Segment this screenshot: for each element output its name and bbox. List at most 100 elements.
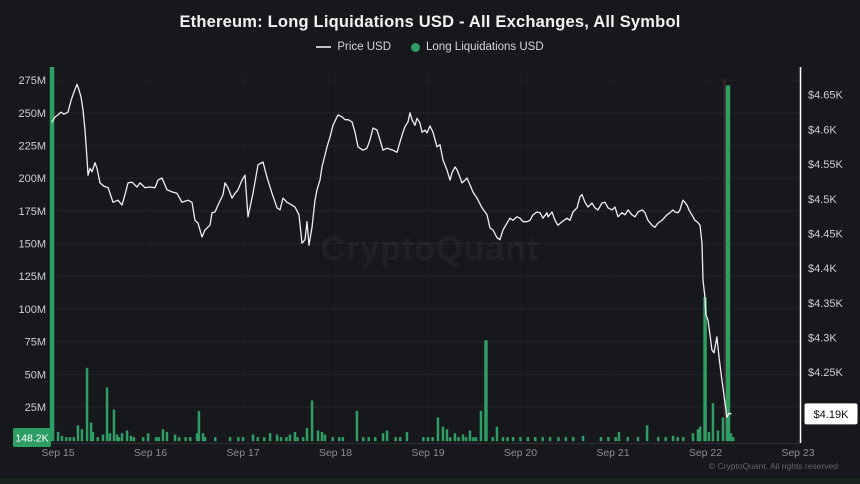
liquidation-bar[interactable]	[676, 437, 680, 442]
liquidation-bar[interactable]	[316, 430, 320, 442]
liquidation-bar[interactable]	[626, 437, 630, 442]
liquidation-bar[interactable]	[725, 85, 731, 442]
liquidation-bar[interactable]	[132, 437, 136, 442]
liquidation-bar[interactable]	[80, 429, 84, 442]
liquidation-bar[interactable]	[251, 434, 255, 442]
legend-item-price-usd[interactable]: Price USD	[316, 41, 391, 53]
liquidation-bar[interactable]	[367, 437, 371, 442]
liquidation-bar[interactable]	[422, 437, 425, 442]
liquidation-bar[interactable]	[91, 431, 95, 442]
liquidation-bar[interactable]	[201, 433, 205, 442]
liquidation-bar[interactable]	[197, 410, 201, 442]
liquidation-bar[interactable]	[682, 437, 685, 442]
liquidation-bar[interactable]	[293, 431, 297, 442]
liquidation-bar[interactable]	[177, 437, 181, 442]
liquidation-bar[interactable]	[441, 426, 445, 442]
liquidation-bar[interactable]	[385, 430, 389, 442]
liquidation-bar[interactable]	[112, 409, 116, 442]
liquidation-bar[interactable]	[89, 422, 93, 442]
liquidation-bar[interactable]	[729, 433, 733, 442]
liquidation-bar[interactable]	[256, 437, 260, 442]
liquidation-bar[interactable]	[49, 67, 55, 442]
liquidation-bar[interactable]	[105, 387, 109, 442]
liquidation-bar[interactable]	[716, 430, 720, 442]
liquidation-bar[interactable]	[405, 431, 409, 442]
liquidation-bar[interactable]	[184, 437, 187, 442]
liquidation-bar[interactable]	[581, 435, 585, 442]
liquidation-bar[interactable]	[464, 437, 468, 442]
liquidation-bar[interactable]	[617, 431, 621, 442]
liquidation-bar[interactable]	[426, 437, 430, 442]
liquidation-bar[interactable]	[664, 437, 667, 442]
liquidation-bar[interactable]	[310, 400, 314, 442]
liquidation-bar[interactable]	[564, 437, 568, 442]
liquidation-bar[interactable]	[381, 433, 385, 442]
liquidation-bar[interactable]	[141, 437, 145, 442]
liquidation-bar[interactable]	[534, 437, 537, 442]
liquidation-bar[interactable]	[305, 427, 309, 442]
liquidation-bar[interactable]	[337, 437, 341, 442]
liquidation-bar[interactable]	[288, 434, 292, 442]
liquidation-bar[interactable]	[506, 437, 509, 442]
liquidation-bar[interactable]	[721, 417, 725, 442]
liquidation-bar[interactable]	[461, 434, 465, 442]
liquidation-bar[interactable]	[491, 437, 495, 442]
liquidation-bar[interactable]	[56, 431, 60, 442]
liquidation-bar[interactable]	[146, 433, 150, 442]
liquidation-bar[interactable]	[696, 429, 700, 442]
liquidation-bar[interactable]	[195, 433, 199, 442]
liquidation-bar[interactable]	[263, 437, 266, 442]
liquidation-bar[interactable]	[125, 430, 129, 442]
liquidation-bar[interactable]	[707, 431, 711, 442]
liquidation-bar[interactable]	[115, 434, 119, 442]
liquidation-bar[interactable]	[711, 403, 715, 442]
liquidation-bar[interactable]	[448, 437, 452, 442]
liquidation-bar[interactable]	[214, 437, 217, 442]
liquidation-bar[interactable]	[120, 433, 124, 442]
liquidation-bar[interactable]	[457, 437, 460, 442]
liquidation-bar[interactable]	[275, 434, 279, 442]
liquidation-bar[interactable]	[331, 437, 335, 442]
liquidation-bar[interactable]	[548, 437, 552, 442]
liquidation-bar[interactable]	[268, 433, 272, 442]
liquidation-bar[interactable]	[472, 437, 475, 442]
liquidation-bar[interactable]	[101, 434, 105, 442]
liquidation-bar[interactable]	[445, 429, 449, 442]
liquidation-bar[interactable]	[657, 437, 660, 442]
liquidation-bar[interactable]	[129, 435, 133, 442]
liquidation-bar[interactable]	[468, 430, 472, 442]
liquidation-bar[interactable]	[117, 437, 121, 442]
liquidation-bar[interactable]	[599, 437, 603, 442]
liquidation-bar[interactable]	[495, 426, 499, 442]
liquidation-bar[interactable]	[614, 437, 618, 442]
liquidation-bar[interactable]	[320, 431, 324, 442]
liquidation-bar[interactable]	[453, 433, 457, 442]
liquidation-bar[interactable]	[479, 410, 483, 442]
liquidation-bar[interactable]	[526, 437, 530, 442]
liquidation-bar[interactable]	[436, 417, 440, 442]
liquidation-bar[interactable]	[241, 437, 245, 442]
liquidation-bar[interactable]	[394, 437, 397, 442]
liquidation-bar[interactable]	[698, 426, 702, 442]
liquidation-bar[interactable]	[85, 367, 89, 442]
liquidation-bar[interactable]	[68, 437, 72, 442]
liquidation-bar[interactable]	[703, 297, 707, 442]
liquidation-bar[interactable]	[165, 431, 169, 442]
liquidation-bar[interactable]	[541, 437, 544, 442]
liquidation-bar[interactable]	[301, 437, 305, 442]
liquidation-bar[interactable]	[519, 437, 522, 442]
liquidation-bar[interactable]	[501, 437, 505, 442]
liquidation-bar[interactable]	[572, 437, 575, 442]
liquidation-bar[interactable]	[228, 437, 232, 442]
liquidation-bar[interactable]	[237, 437, 240, 442]
liquidation-bar[interactable]	[607, 437, 610, 442]
liquidation-bar[interactable]	[636, 437, 640, 442]
liquidation-bar[interactable]	[173, 434, 177, 442]
liquidation-bar[interactable]	[474, 437, 478, 442]
liquidation-bar[interactable]	[76, 425, 80, 442]
liquidation-bar[interactable]	[60, 435, 64, 442]
liquidation-bar[interactable]	[203, 437, 207, 442]
liquidation-bar[interactable]	[157, 437, 161, 442]
liquidation-bar[interactable]	[189, 437, 192, 442]
